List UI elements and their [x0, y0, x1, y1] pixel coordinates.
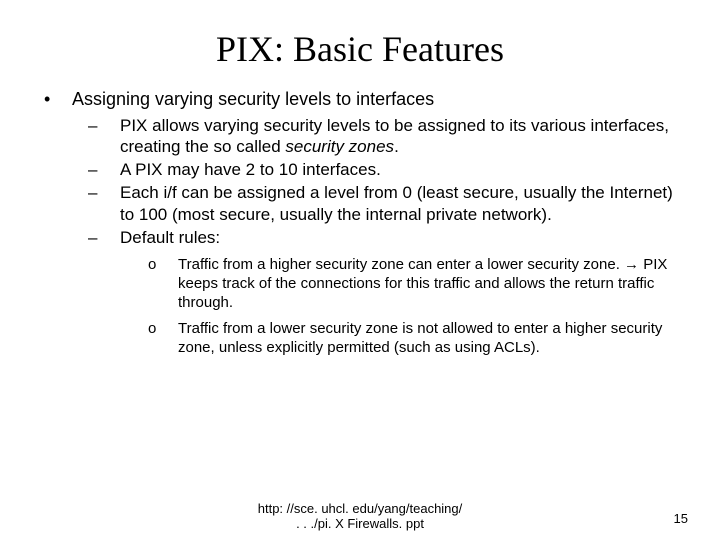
- slide: PIX: Basic Features Assigning varying se…: [0, 0, 720, 540]
- bullet-subsub-1: Traffic from a higher security zone can …: [120, 256, 690, 312]
- bullet-subsub-2: Traffic from a lower security zone is no…: [120, 320, 690, 358]
- footer-url: http: //sce. uhcl. edu/yang/teaching/ . …: [0, 501, 720, 532]
- bullet-subsub-2-text: Traffic from a lower security zone is no…: [178, 320, 662, 356]
- arrow-icon: →: [624, 256, 639, 273]
- bullet-main-text: Assigning varying security levels to int…: [72, 89, 434, 109]
- bullet-list-lvl1: PIX allows varying security levels to be…: [72, 115, 690, 358]
- bullet-sub-3: Each i/f can be assigned a level from 0 …: [72, 182, 690, 225]
- bullet-sub-1: PIX allows varying security levels to be…: [72, 115, 690, 158]
- bullet-list-lvl0: Assigning varying security levels to int…: [30, 88, 690, 358]
- bullet-sub-2: A PIX may have 2 to 10 interfaces.: [72, 159, 690, 180]
- slide-title: PIX: Basic Features: [30, 28, 690, 70]
- bullet-sub-3-text: Each i/f can be assigned a level from 0 …: [120, 183, 673, 223]
- bullet-list-lvl2: Traffic from a higher security zone can …: [120, 256, 690, 358]
- bullet-sub-4: Default rules: Traffic from a higher sec…: [72, 227, 690, 358]
- footer-url-line2: . . ./pi. X Firewalls. ppt: [0, 516, 720, 532]
- bullet-main: Assigning varying security levels to int…: [30, 88, 690, 358]
- footer-url-line1: http: //sce. uhcl. edu/yang/teaching/: [0, 501, 720, 517]
- bullet-sub-1-text-end: .: [394, 137, 399, 156]
- bullet-sub-2-text: A PIX may have 2 to 10 interfaces.: [120, 160, 381, 179]
- bullet-subsub-1a: Traffic from a higher security zone can …: [178, 256, 624, 273]
- bullet-sub-4-text: Default rules:: [120, 228, 220, 247]
- bullet-sub-1-em: security zones: [285, 137, 394, 156]
- slide-footer: http: //sce. uhcl. edu/yang/teaching/ . …: [0, 501, 720, 532]
- page-number: 15: [674, 511, 688, 526]
